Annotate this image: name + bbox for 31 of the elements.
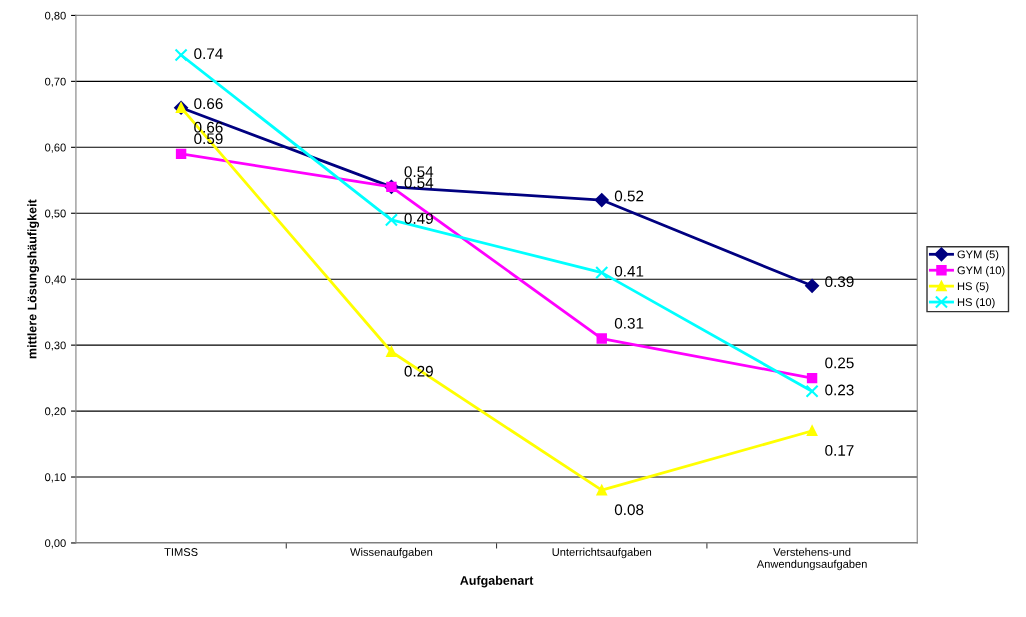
y-tick-label: 0,10 [45,473,66,483]
legend-label: GYM (10) [957,266,1005,277]
y-tick-label: 0,00 [45,539,66,549]
y-axis-title: mittlere Lösungshäufigkeit [27,199,40,359]
x-tick-label: Wissenaufgaben [350,547,433,559]
legend-label: HS (10) [957,297,995,309]
data-label: 0.66 [194,98,223,110]
data-label: 0.52 [614,190,644,202]
y-tick-label: 0,50 [45,209,66,219]
y-tick-label: 0,20 [45,407,66,417]
x-tick-label: Verstehens-und Anwendungsaufgaben [756,547,867,571]
legend-label: GYM (5) [957,250,999,261]
data-label: 0.31 [614,317,644,329]
x-tick-label: Unterrichtsaufgaben [552,547,652,559]
y-tick-label: 0,60 [45,143,66,153]
y-tick-label: 0,40 [45,275,66,285]
data-label: 0.74 [194,48,223,60]
x-tick-label: TIMSS [164,548,198,556]
data-label: 0.49 [404,213,433,224]
x-axis-title: Aufgabenart [460,575,534,588]
legend-label: HS (5) [957,281,989,293]
data-label: 0.54 [404,177,434,189]
y-tick-label: 0,70 [45,77,66,87]
data-label: 0.08 [614,504,644,516]
y-tick-label: 0,30 [45,341,66,351]
data-label: 0.23 [825,384,854,396]
data-label: 0.25 [825,357,854,369]
data-label: 0.41 [614,265,644,277]
data-label: 0.17 [825,444,854,456]
y-tick-label: 0,80 [45,11,66,21]
data-label: 0.54 [404,166,434,178]
